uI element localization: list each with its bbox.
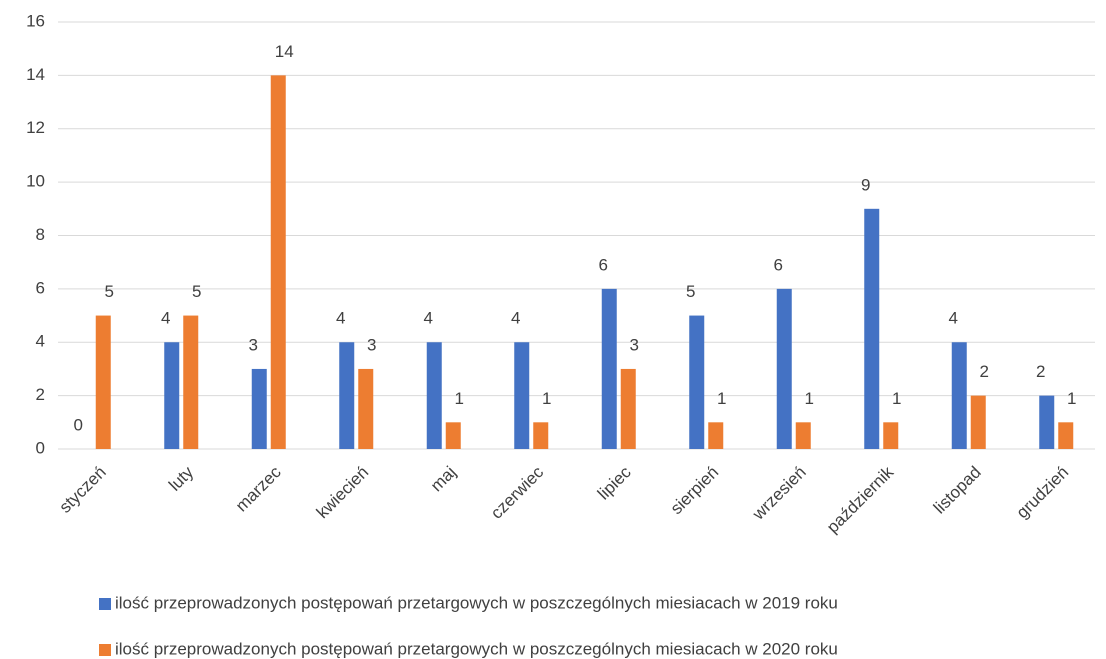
bar	[1058, 422, 1074, 449]
data-label: 3	[249, 335, 258, 354]
y-tick-label: 8	[36, 225, 45, 244]
data-label: 3	[630, 335, 639, 354]
bar	[951, 342, 967, 449]
data-label: 14	[275, 42, 294, 61]
x-tick-label: kwiecień	[313, 463, 373, 523]
data-label: 1	[1067, 389, 1076, 408]
bar	[270, 75, 286, 449]
data-label: 2	[1036, 362, 1045, 381]
y-tick-label: 14	[26, 65, 45, 84]
data-label: 5	[105, 282, 114, 301]
data-label: 5	[192, 282, 201, 301]
bar	[708, 422, 724, 449]
bar	[445, 422, 461, 449]
bar	[601, 288, 617, 449]
data-label: 4	[336, 309, 345, 328]
bar	[426, 342, 442, 449]
bar	[776, 288, 792, 449]
bar	[620, 368, 636, 449]
y-tick-label: 6	[36, 278, 45, 297]
bar	[251, 368, 267, 449]
y-tick-label: 4	[36, 332, 45, 351]
bar	[95, 315, 111, 449]
data-label: 4	[511, 309, 520, 328]
x-tick-label: marzec	[232, 462, 285, 515]
legend-swatch	[99, 644, 111, 656]
legend-label: ilość przeprowadzonych postępowań przeta…	[115, 639, 838, 658]
x-tick-label: listopad	[930, 463, 985, 518]
bar	[1039, 395, 1055, 449]
y-tick-label: 12	[26, 118, 45, 137]
x-tick-label: styczeń	[56, 463, 110, 517]
x-tick-label: grudzień	[1013, 463, 1073, 523]
x-tick-label: wrzesień	[748, 463, 810, 525]
data-label: 0	[74, 415, 83, 434]
x-tick-label: czerwiec	[487, 462, 548, 523]
bar	[514, 342, 530, 449]
legend-label: ilość przeprowadzonych postępowań przeta…	[115, 593, 838, 612]
data-label: 1	[717, 389, 726, 408]
y-tick-label: 16	[26, 11, 45, 30]
data-label: 6	[599, 255, 608, 274]
data-label: 3	[367, 335, 376, 354]
y-tick-label: 2	[36, 385, 45, 404]
x-tick-label: październik	[823, 462, 898, 537]
bar	[795, 422, 811, 449]
data-label: 9	[861, 175, 870, 194]
legend-swatch	[99, 598, 111, 610]
data-label: 1	[892, 389, 901, 408]
data-label: 1	[542, 389, 551, 408]
bar	[864, 208, 880, 449]
data-label: 2	[980, 362, 989, 381]
bar	[533, 422, 549, 449]
data-label: 6	[774, 255, 783, 274]
y-tick-label: 10	[26, 172, 45, 191]
bar	[689, 315, 705, 449]
data-label: 4	[424, 309, 433, 328]
bar	[883, 422, 899, 449]
bar	[339, 342, 355, 449]
data-label: 1	[455, 389, 464, 408]
bar	[358, 368, 374, 449]
data-label: 1	[805, 389, 814, 408]
data-label: 5	[686, 282, 695, 301]
data-label: 4	[161, 309, 170, 328]
bar	[183, 315, 199, 449]
x-tick-label: sierpień	[667, 463, 723, 519]
y-tick-label: 0	[36, 438, 45, 457]
bar	[164, 342, 180, 449]
x-tick-label: luty	[165, 462, 197, 494]
x-tick-label: lipiec	[594, 462, 635, 503]
data-label: 4	[949, 309, 958, 328]
x-tick-label: maj	[427, 463, 460, 496]
bar	[970, 395, 986, 449]
